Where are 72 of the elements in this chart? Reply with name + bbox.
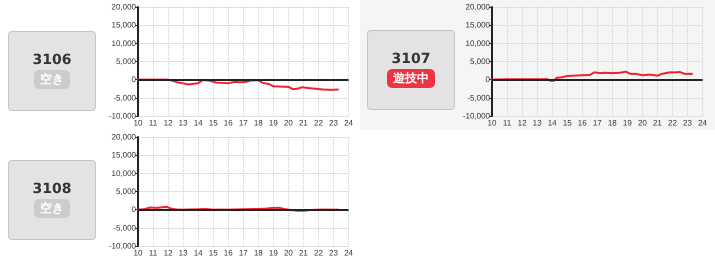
x-tick-label: 17 — [238, 248, 248, 258]
y-tick-label: 20,000 — [112, 2, 137, 12]
text: 3107 — [390, 51, 432, 67]
x-tick-label: 24 — [698, 118, 708, 128]
x-tick-label: 19 — [268, 248, 278, 258]
y-tick-label: -10,000 — [462, 112, 491, 120]
y-tick-label: 15,000 — [466, 20, 491, 30]
x-tick-label: 14 — [194, 248, 204, 258]
x-tick-label: 22 — [314, 248, 324, 258]
x-tick-label: 15 — [562, 118, 572, 128]
x-tick-label: 24 — [344, 248, 354, 258]
x-tick-label: 13 — [178, 118, 188, 128]
y-tick-label: 0 — [486, 75, 491, 84]
y-tick-label: -5,000 — [467, 93, 491, 102]
x-tick-label: 13 — [532, 118, 542, 128]
y-tick-label: 10,000 — [112, 168, 137, 178]
y-tick-label: 20,000 — [112, 132, 137, 142]
y-tick-label: 0 — [132, 75, 137, 84]
x-tick-label: 10 — [134, 248, 143, 258]
y-tick-label: 5,000 — [470, 57, 491, 66]
x-tick-label: 20 — [284, 248, 294, 258]
text: 遊技中 — [387, 69, 435, 88]
x-tick-label: 10 — [488, 118, 497, 128]
x-tick-label: 10 — [134, 118, 143, 128]
x-tick-label: 11 — [148, 248, 158, 258]
y-tick-label: -5,000 — [113, 223, 137, 232]
y-tick-label: 15,000 — [112, 150, 137, 160]
x-tick-label: 20 — [284, 118, 294, 128]
x-tick-label: 13 — [178, 248, 188, 258]
y-tick-label: -10,000 — [108, 242, 137, 250]
x-tick-label: 21 — [298, 248, 308, 258]
x-tick-label: 24 — [344, 118, 354, 128]
y-tick-label: 5,000 — [116, 57, 137, 66]
x-tick-label: 16 — [224, 248, 234, 258]
x-tick-label: 15 — [208, 118, 218, 128]
x-tick-label: 19 — [622, 118, 632, 128]
x-tick-label: 22 — [668, 118, 678, 128]
y-tick-label: 20,000 — [466, 2, 491, 12]
x-tick-label: 15 — [208, 248, 218, 258]
line-series — [491, 70, 694, 82]
x-tick-label: 12 — [164, 118, 174, 128]
x-tick-label: 23 — [683, 118, 693, 128]
x-tick-label: 14 — [194, 118, 204, 128]
x-tick-label: 22 — [314, 118, 324, 128]
y-tick-label: 10,000 — [112, 38, 137, 48]
text: 3108 — [32, 181, 72, 197]
x-tick-label: 17 — [238, 118, 248, 128]
line-series — [137, 78, 340, 91]
y-tick-label: 10,000 — [466, 38, 491, 48]
x-tick-label: 19 — [268, 118, 278, 128]
y-tick-label: -5,000 — [113, 93, 137, 102]
x-tick-label: 18 — [254, 118, 264, 128]
y-tick-label: 0 — [132, 205, 137, 214]
x-tick-label: 11 — [502, 118, 512, 128]
x-tick-label: 21 — [652, 118, 662, 128]
x-tick-label: 16 — [224, 118, 234, 128]
x-tick-label: 16 — [578, 118, 588, 128]
x-tick-label: 21 — [298, 118, 308, 128]
x-tick-label: 14 — [548, 118, 558, 128]
x-tick-label: 23 — [329, 248, 339, 258]
x-tick-label: 20 — [638, 118, 648, 128]
x-tick-label: 11 — [148, 118, 158, 128]
y-tick-label: 15,000 — [112, 20, 137, 30]
x-tick-label: 18 — [254, 248, 264, 258]
x-tick-label: 12 — [518, 118, 528, 128]
x-tick-label: 23 — [329, 118, 339, 128]
text: 3106 — [32, 52, 72, 68]
y-tick-label: 5,000 — [116, 187, 137, 196]
x-tick-label: 17 — [592, 118, 602, 128]
x-tick-label: 18 — [608, 118, 618, 128]
x-tick-label: 12 — [164, 248, 174, 258]
y-tick-label: -10,000 — [108, 112, 137, 120]
